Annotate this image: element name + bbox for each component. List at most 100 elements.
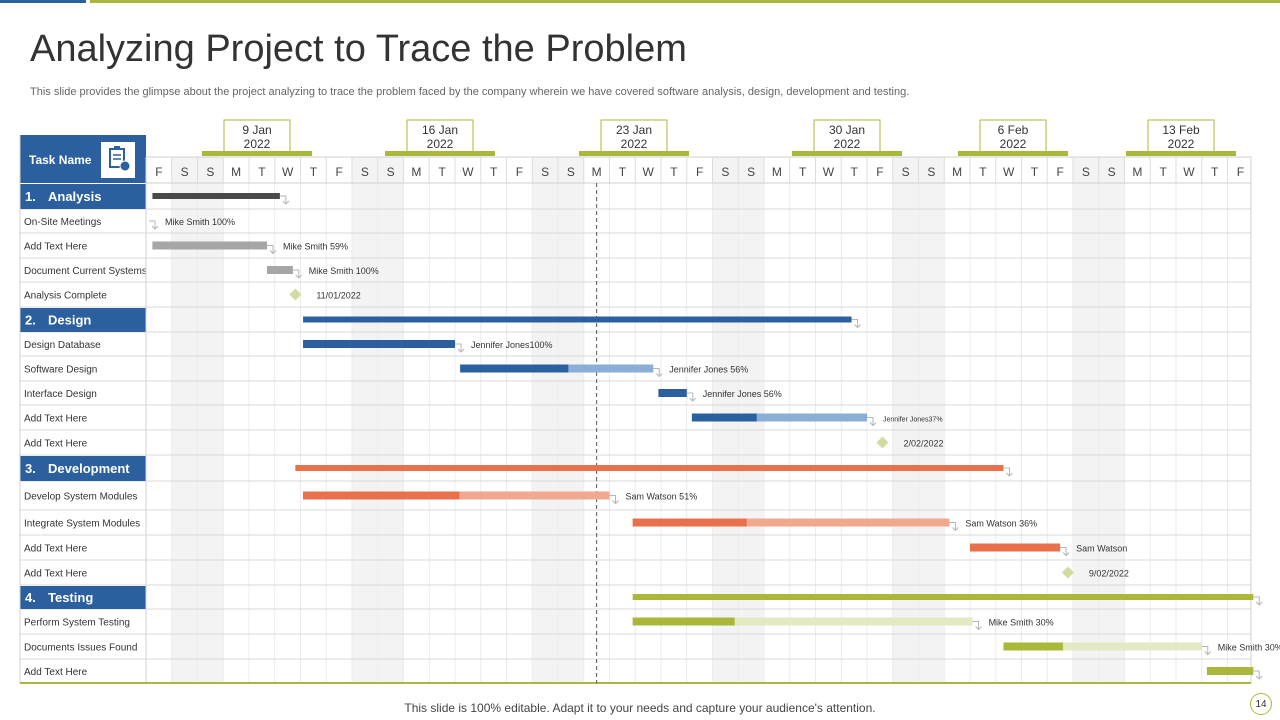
task-bar-progress: [658, 389, 687, 397]
task-note: Mike Smith 59%: [283, 242, 348, 252]
week-label-bar: [792, 151, 902, 156]
task-bar-progress: [1003, 642, 1063, 651]
milestone-diamond: [289, 288, 302, 301]
dependency-arrow: [612, 500, 619, 505]
footer-note: This slide is 100% editable. Adapt it to…: [404, 701, 876, 715]
day-label: M: [1132, 165, 1142, 179]
day-label: M: [952, 165, 962, 179]
day-label: S: [181, 165, 189, 179]
week-label-date: 16 Jan: [422, 123, 458, 137]
weekend-shade: [1073, 157, 1099, 683]
dependency-connector: [1253, 670, 1260, 679]
dependency-connector: [609, 495, 616, 504]
summary-bar: [295, 465, 1004, 471]
dependency-connector: [867, 417, 874, 426]
section-name: Development: [48, 461, 130, 476]
dependency-arrow: [869, 422, 877, 427]
weekend-shade: [1098, 157, 1125, 683]
section-header: [20, 308, 146, 332]
day-label: S: [541, 165, 549, 179]
task-note: Jennifer Jones 56%: [703, 389, 782, 399]
task-label: Add Text Here: [24, 242, 88, 253]
week-label-box: [813, 119, 881, 153]
weekend-shade: [532, 157, 558, 683]
task-label: Document Current Systems: [24, 266, 147, 277]
day-label: W: [1183, 165, 1195, 179]
week-label-bar: [579, 151, 689, 156]
page-number: 14: [1250, 693, 1272, 715]
dependency-arrow: [952, 527, 959, 532]
dependency-arrow: [1062, 552, 1070, 557]
milestone-date: 2/02/2022: [903, 439, 943, 449]
section-number: 1.: [25, 189, 36, 204]
task-bar-remaining: [691, 413, 867, 422]
page-subtitle: This slide provides the glimpse about th…: [30, 86, 910, 98]
dependency-connector: [949, 522, 956, 531]
day-label: T: [979, 165, 987, 179]
day-label: T: [799, 165, 807, 179]
day-label: T: [850, 165, 858, 179]
dependency-arrow: [1255, 675, 1263, 680]
task-label: On-Site Meetings: [24, 217, 101, 228]
day-label: W: [1003, 165, 1015, 179]
task-label: Perform System Testing: [24, 618, 130, 629]
task-bar-progress: [303, 340, 455, 348]
task-bar-progress: [632, 518, 747, 527]
day-label: S: [1108, 165, 1116, 179]
task-note: Sam Watson 36%: [965, 519, 1037, 529]
dependency-arrow: [655, 373, 663, 378]
task-bar-progress: [303, 491, 460, 500]
dependency-connector: [1060, 547, 1067, 556]
task-bar-progress: [1206, 667, 1254, 675]
day-label: S: [206, 165, 214, 179]
week-label-year: 2022: [427, 137, 454, 151]
dependency-connector: [267, 245, 274, 254]
weekend-shade: [558, 157, 584, 683]
dependency-arrow: [975, 626, 982, 631]
week-label-bar: [1126, 151, 1236, 156]
day-label: W: [823, 165, 835, 179]
task-note: Jennifer Jones100%: [471, 340, 553, 350]
day-label: M: [592, 165, 602, 179]
task-bar-progress: [152, 241, 221, 250]
dependency-connector: [1003, 467, 1010, 476]
task-bar-progress: [970, 543, 1061, 552]
week-label-date: 23 Jan: [616, 123, 652, 137]
weekend-shade: [377, 157, 404, 683]
task-label: Add Text Here: [24, 439, 88, 450]
week-label-year: 2022: [244, 137, 271, 151]
day-label: S: [927, 165, 935, 179]
day-label: S: [721, 165, 729, 179]
day-label: T: [670, 165, 678, 179]
task-note: Sam Watson: [1076, 544, 1127, 554]
dependency-arrow: [1255, 601, 1263, 606]
summary-bar: [152, 193, 280, 199]
dependency-arrow: [295, 274, 303, 279]
dependency-connector: [149, 220, 156, 229]
dependency-arrow: [689, 397, 697, 402]
dependency-arrow: [282, 200, 290, 205]
task-label: Add Text Here: [24, 544, 88, 555]
section-number: 3.: [25, 461, 36, 476]
day-label: S: [361, 165, 369, 179]
week-label-box: [1147, 119, 1215, 153]
task-label: Analysis Complete: [24, 291, 107, 302]
task-label: Integrate System Modules: [24, 519, 140, 530]
section-name: Design: [48, 313, 91, 328]
day-label: F: [1056, 165, 1063, 179]
dependency-connector: [279, 195, 287, 204]
task-bar-progress: [267, 266, 293, 274]
task-label: Develop System Modules: [24, 492, 137, 503]
task-note: Mike Smith 100%: [165, 217, 235, 227]
task-bar-progress: [691, 413, 757, 422]
summary-bar: [303, 316, 852, 323]
weekend-shade: [197, 157, 224, 683]
day-label: S: [567, 165, 575, 179]
dependency-connector: [972, 621, 980, 630]
task-note: Mike Smith 30%: [989, 618, 1054, 628]
day-label: F: [876, 165, 883, 179]
dependency-connector: [292, 269, 300, 278]
day-label: W: [282, 165, 294, 179]
task-label: Add Text Here: [24, 569, 88, 580]
